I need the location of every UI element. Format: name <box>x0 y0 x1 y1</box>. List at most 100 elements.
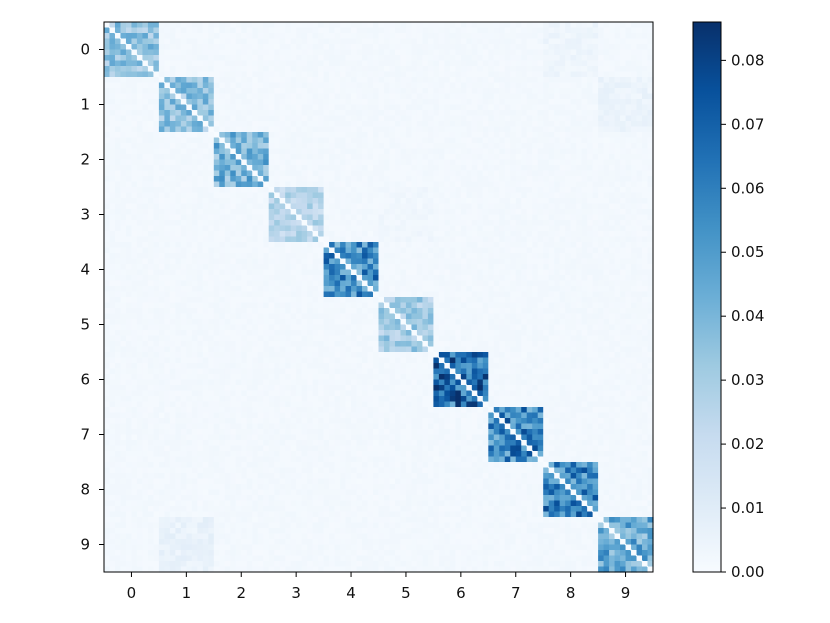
heatmap-cell <box>312 170 319 177</box>
heatmap-cell <box>263 198 270 205</box>
heatmap-cell <box>131 38 138 45</box>
heatmap-cell <box>164 198 171 205</box>
heatmap-cell <box>186 49 193 56</box>
heatmap-cell <box>252 286 259 293</box>
heatmap-cell <box>521 115 528 122</box>
heatmap-cell <box>274 253 281 260</box>
heatmap-cell <box>345 170 352 177</box>
heatmap-cell <box>493 137 500 144</box>
heatmap-cell <box>383 209 391 216</box>
heatmap-cell <box>570 88 577 95</box>
heatmap-cell <box>620 280 627 287</box>
heatmap-cell <box>405 22 413 29</box>
heatmap-cell <box>400 159 407 166</box>
heatmap-cell <box>252 203 259 210</box>
heatmap-cell <box>427 220 434 227</box>
heatmap-cell <box>389 275 396 282</box>
heatmap-cell <box>444 165 451 172</box>
heatmap-cell <box>109 258 116 265</box>
heatmap-cell <box>307 82 314 89</box>
heatmap-cell <box>274 159 281 166</box>
heatmap-cell <box>197 280 204 287</box>
heatmap-cell <box>356 286 363 293</box>
heatmap-cell <box>543 247 550 254</box>
heatmap-cell <box>438 93 445 100</box>
heatmap-cell <box>554 115 561 122</box>
heatmap-cell <box>394 93 402 100</box>
heatmap-cell <box>543 27 550 34</box>
heatmap-cell <box>521 225 528 232</box>
heatmap-cell <box>263 286 270 293</box>
heatmap-cell <box>246 269 253 276</box>
heatmap-cell <box>285 220 292 227</box>
heatmap-cell <box>164 269 171 276</box>
heatmap-cell <box>455 192 462 199</box>
heatmap-cell <box>455 275 462 282</box>
heatmap-cell <box>345 77 352 84</box>
heatmap-cell <box>565 187 572 194</box>
heatmap-cell <box>263 236 270 243</box>
heatmap-cell <box>548 181 555 188</box>
heatmap-cell <box>537 137 544 144</box>
heatmap-cell <box>383 198 391 205</box>
heatmap-cell <box>224 225 231 232</box>
heatmap-cell <box>230 121 237 128</box>
heatmap-cell <box>274 291 281 298</box>
heatmap-cell <box>620 44 627 51</box>
heatmap-cell <box>175 137 182 144</box>
heatmap-cell <box>449 253 456 260</box>
heatmap-cell <box>274 137 281 144</box>
heatmap-cell <box>334 38 341 45</box>
heatmap-cell <box>191 253 198 260</box>
heatmap-cell <box>642 170 649 177</box>
heatmap-cell <box>609 275 616 282</box>
heatmap-cell <box>405 225 413 232</box>
heatmap-cell <box>186 253 193 260</box>
heatmap-cell <box>378 291 385 298</box>
heatmap-cell <box>252 66 259 73</box>
heatmap-cell <box>104 236 111 243</box>
heatmap-cell <box>598 225 605 232</box>
heatmap-cell <box>274 280 281 287</box>
heatmap-cell <box>120 247 127 254</box>
heatmap-cell <box>136 143 144 150</box>
heatmap-cell <box>438 231 445 238</box>
heatmap-cell <box>405 236 413 243</box>
heatmap-cell <box>543 159 550 166</box>
heatmap-cell <box>647 22 654 29</box>
heatmap-cell <box>136 66 144 73</box>
heatmap-cell <box>383 49 391 56</box>
heatmap-cell <box>125 110 133 117</box>
heatmap-cell <box>394 291 402 298</box>
heatmap-cell <box>576 22 583 29</box>
heatmap-cell <box>373 170 380 177</box>
heatmap-cell <box>263 137 270 144</box>
heatmap-cell <box>636 55 643 62</box>
heatmap-cell <box>164 88 171 95</box>
heatmap-cell <box>400 148 407 155</box>
heatmap-cell <box>246 154 253 161</box>
heatmap-cell <box>378 33 385 40</box>
heatmap-cell <box>290 137 297 144</box>
heatmap-cell <box>164 203 171 210</box>
heatmap-cell <box>191 33 198 40</box>
heatmap-cell <box>499 247 506 254</box>
heatmap-cell <box>488 38 495 45</box>
heatmap-cell <box>147 77 155 84</box>
heatmap-cell <box>224 209 231 216</box>
heatmap-cell <box>131 165 138 172</box>
heatmap-cell <box>515 291 522 298</box>
heatmap-cell <box>290 121 297 128</box>
heatmap-cell <box>400 66 407 73</box>
heatmap-cell <box>186 192 193 199</box>
heatmap-cell <box>581 198 588 205</box>
heatmap-cell <box>202 60 209 67</box>
heatmap-cell <box>504 231 511 238</box>
heatmap-cell <box>312 93 319 100</box>
heatmap-cell <box>180 121 187 128</box>
heatmap-cell <box>362 225 369 232</box>
heatmap-cell <box>219 165 226 172</box>
heatmap-cell <box>241 99 248 106</box>
heatmap-cell <box>570 49 577 56</box>
heatmap-cell <box>175 258 182 265</box>
